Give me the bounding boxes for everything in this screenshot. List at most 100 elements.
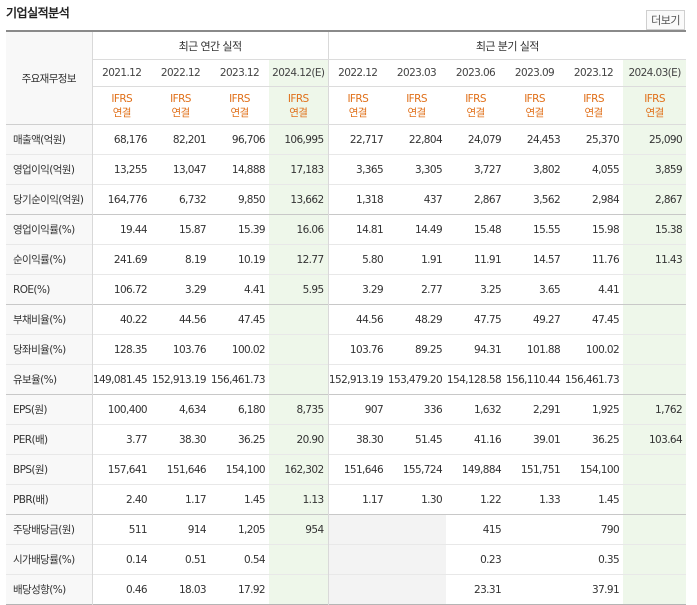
table-cell: 2,291 <box>532 403 561 416</box>
table-cell: 49.27 <box>532 313 561 326</box>
table-cell: 17,183 <box>269 154 329 185</box>
group-quarterly: 최근 분기 실적 <box>327 31 687 60</box>
table-cell: 3.65 <box>539 283 561 296</box>
consolidation-type: 연결 <box>112 106 132 119</box>
table-cell: 155,724 <box>402 463 443 476</box>
table-cell: 4.41 <box>598 283 620 296</box>
consolidation-type: 연결 <box>348 106 368 119</box>
table-cell <box>623 484 687 515</box>
table-row: 배당성향(%) 0.46 18.03 17.92 23.31 37.91 <box>6 574 687 605</box>
table-cell: 36.25 <box>237 433 266 446</box>
table-cell: 3,802 <box>532 163 561 176</box>
table-cell: 3,562 <box>532 193 561 206</box>
table-cell: 15.98 <box>591 223 620 236</box>
consolidation-type: 연결 <box>584 106 603 119</box>
table-cell: 15.48 <box>473 223 502 236</box>
consolidation-type: 연결 <box>289 106 308 119</box>
table-cell: 82,201 <box>172 133 207 146</box>
table-cell: 164,776 <box>107 193 148 206</box>
table-cell: 151,646 <box>166 463 207 476</box>
table-cell: 0.46 <box>126 583 148 596</box>
table-cell <box>505 515 564 545</box>
more-button[interactable]: 더보기 <box>646 10 685 30</box>
consolidation-type: 연결 <box>525 106 544 119</box>
table-cell: 1.91 <box>421 253 443 266</box>
table-cell: 5.80 <box>327 244 388 275</box>
table-cell: 437 <box>423 193 443 206</box>
table-cell: 1.45 <box>244 493 266 506</box>
table-cell: 14.49 <box>414 223 443 236</box>
row-label: 유보율(%) <box>6 364 93 395</box>
table-cell: 13,047 <box>172 163 207 176</box>
table-cell: 154,100 <box>579 463 620 476</box>
accounting-header: IFRS 연결 <box>92 86 151 125</box>
table-cell: 6,732 <box>178 193 207 206</box>
table-row: PER(배) 3.77 38.30 36.25 20.90 38.30 51.45 41.16… <box>6 424 687 455</box>
table-cell <box>327 514 388 545</box>
table-cell: 11.76 <box>591 253 620 266</box>
table-cell: 1,318 <box>327 184 388 215</box>
table-cell: 106,995 <box>269 124 329 155</box>
table-cell: 47.45 <box>237 313 266 326</box>
table-row: 시가배당률(%) 0.14 0.51 0.54 0.23 0.35 <box>6 544 687 575</box>
table-cell: 106.72 <box>113 283 148 296</box>
accounting-standard: IFRS <box>170 92 191 105</box>
table-cell: 149,884 <box>461 463 502 476</box>
period-header: 2022.12 <box>151 59 210 87</box>
table-cell: 100.02 <box>231 343 266 356</box>
table-cell: 94.31 <box>473 343 502 356</box>
table-cell: 39.01 <box>532 433 561 446</box>
table-row: 당좌비율(%) 128.35 103.76 100.02 103.76 89.25 94.3… <box>6 334 687 365</box>
table-cell: 11.43 <box>623 244 687 275</box>
accounting-standard: IFRS <box>111 92 133 105</box>
table-row: ROE(%) 106.72 3.29 4.41 5.95 3.29 2.77 3.25 3.65… <box>6 274 687 305</box>
table-cell: 1.22 <box>480 493 502 506</box>
table-cell: 914 <box>187 523 207 536</box>
financial-table: 주요재무정보 최근 연간 실적 최근 분기 실적 2021.12 2022.12 2023… <box>6 30 687 605</box>
table-cell: 3.25 <box>480 283 502 296</box>
consolidation-type: 연결 <box>407 106 426 119</box>
table-cell: 51.45 <box>414 433 443 446</box>
table-cell: 15.39 <box>237 223 266 236</box>
accounting-standard: IFRS <box>406 92 427 105</box>
table-cell: 511 <box>128 523 148 536</box>
table-cell: 3.29 <box>327 274 388 305</box>
table-cell: 151,646 <box>327 454 388 485</box>
table-cell: 100.02 <box>585 343 620 356</box>
table-cell: 48.29 <box>414 313 443 326</box>
table-cell: 154,128.58 <box>446 373 502 386</box>
accounting-standard: IFRS <box>287 92 309 105</box>
table-cell: 1.17 <box>185 493 207 506</box>
table-cell <box>387 574 447 605</box>
consolidation-type: 연결 <box>230 106 249 119</box>
table-cell: 68,176 <box>113 133 148 146</box>
table-cell <box>269 364 329 395</box>
accounting-header: IFRS 연결 <box>151 86 210 125</box>
table-cell: 38.30 <box>327 424 388 455</box>
row-label: 배당성향(%) <box>6 574 93 605</box>
row-label: 부채비율(%) <box>6 304 93 335</box>
table-cell <box>623 454 687 485</box>
table-cell: 89.25 <box>414 343 443 356</box>
table-cell: 15.87 <box>178 223 207 236</box>
table-cell: 44.56 <box>327 304 388 335</box>
table-cell: 907 <box>327 394 388 425</box>
table-cell: 14.57 <box>532 253 561 266</box>
table-cell: 0.51 <box>185 553 207 566</box>
table-cell: 6,180 <box>237 403 266 416</box>
row-label: 순이익률(%) <box>6 244 93 275</box>
table-cell: 15.55 <box>532 223 561 236</box>
table-cell: 41.16 <box>473 433 502 446</box>
table-row: EPS(원) 100,400 4,634 6,180 8,735 907 336 1,632 2… <box>6 394 687 425</box>
table-cell <box>387 544 447 575</box>
table-row: 유보율(%) 149,081.45 152,913.19 156,461.73 152,… <box>6 364 687 395</box>
table-cell: 2,867 <box>473 193 502 206</box>
table-cell: 3,859 <box>623 154 687 185</box>
accounting-standard: IFRS <box>347 92 369 105</box>
table-cell: 18.03 <box>178 583 207 596</box>
table-row: PBR(배) 2.40 1.17 1.45 1.13 1.17 1.30 1.22 1.33 1.… <box>6 484 687 515</box>
period-header: 2023.12 <box>210 59 269 87</box>
table-cell <box>269 304 329 335</box>
period-header: 2021.12 <box>92 59 151 87</box>
table-cell <box>269 334 329 365</box>
